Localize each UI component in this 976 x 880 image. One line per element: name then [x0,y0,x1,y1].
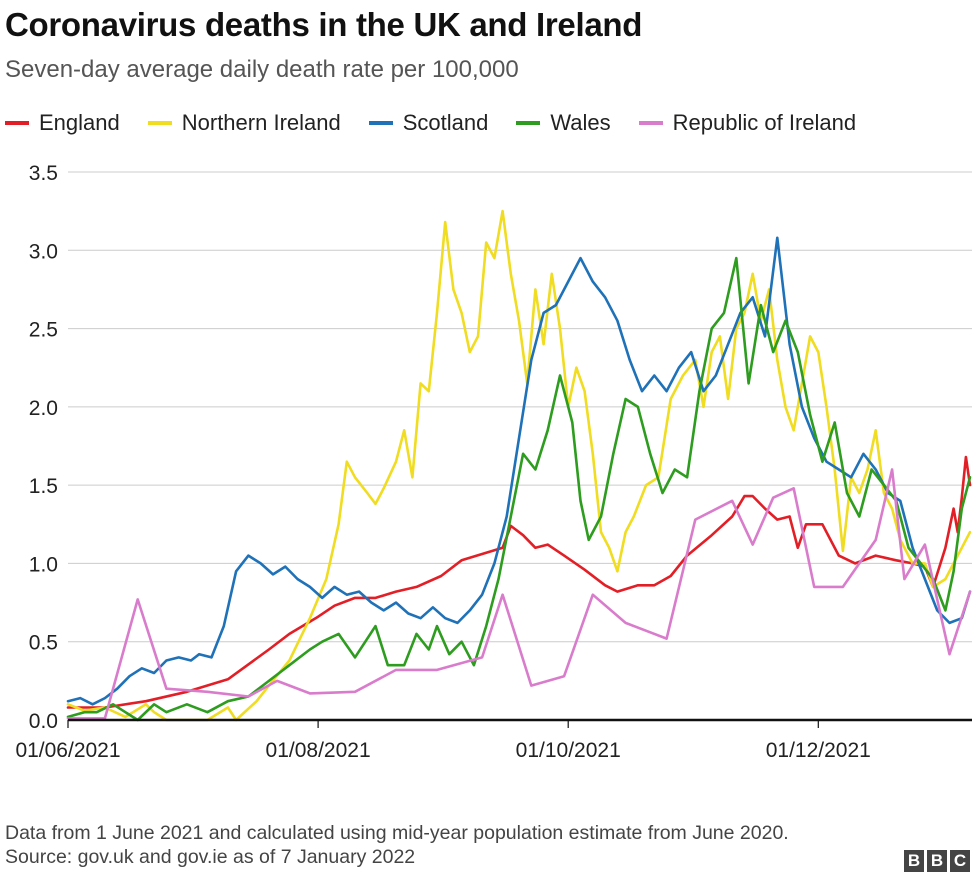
legend: England Northern Ireland Scotland Wales … [5,109,884,137]
y-tick-label: 3.0 [29,240,58,263]
series-line-wales [66,256,972,722]
legend-label: Wales [550,110,611,135]
legend-label: Northern Ireland [181,110,341,135]
line-chart: 0.0 0.5 1.0 1.5 2.0 2.5 3.0 3.5 01/06/2021 01/08/… [15,162,972,762]
y-tick-label: 2.5 [29,319,58,342]
series-line-republic-of-ireland [66,468,972,720]
footnote: Data from 1 June 2021 and calculated usi… [5,822,789,844]
source-text: Source: gov.uk and gov.ie as of 7 Januar… [5,846,416,868]
legend-swatch [5,121,29,125]
bbc-logo-letter: B [927,850,947,872]
x-tick-label: 01/10/2021 [516,739,621,762]
legend-item-northern-ireland: Northern Ireland [147,110,341,136]
legend-swatch [638,121,663,125]
legend-label: Scotland [402,110,489,135]
legend-swatch [516,121,541,125]
legend-item-england: England [5,110,120,136]
x-tick-label: 01/08/2021 [266,739,371,762]
legend-item-wales: Wales [516,110,611,136]
chart-subtitle: Seven-day average daily death rate per 1… [5,56,519,83]
chart-title: Coronavirus deaths in the UK and Ireland [5,6,643,43]
series-line-england [66,455,972,709]
bbc-logo-letter: B [904,850,924,872]
legend-label: Republic of Ireland [672,110,857,135]
series-line-northern-ireland [66,209,972,722]
bbc-logo: B B C [901,850,970,872]
x-tick-label: 01/12/2021 [766,739,871,762]
bbc-logo-letter: C [950,850,970,872]
legend-swatch [368,121,393,125]
y-tick-label: 0.5 [29,632,58,655]
legend-item-republic-of-ireland: Republic of Ireland [638,110,857,136]
legend-item-scotland: Scotland [368,110,489,136]
legend-label: England [39,110,120,135]
y-tick-label: 0.0 [29,710,58,733]
legend-swatch [147,121,172,125]
y-tick-label: 3.5 [29,162,58,185]
y-tick-label: 1.5 [29,475,58,498]
x-tick-label: 01/06/2021 [15,739,120,762]
y-tick-label: 1.0 [29,553,58,576]
y-tick-label: 2.0 [29,397,58,420]
series-line-scotland [66,236,972,706]
